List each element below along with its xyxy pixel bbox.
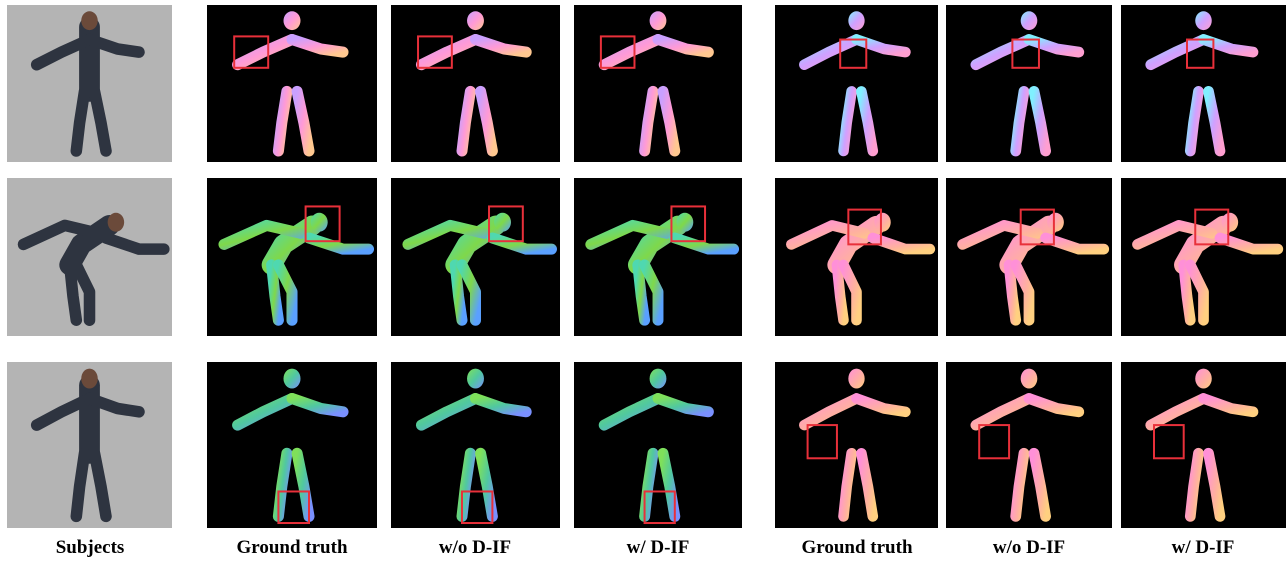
render-panel xyxy=(574,5,742,162)
caption: w/o D-IF xyxy=(439,537,511,558)
figure-head xyxy=(81,369,98,389)
render-panel xyxy=(775,362,938,528)
figure-head xyxy=(848,369,864,389)
render-panel xyxy=(207,178,377,336)
render-panel xyxy=(775,5,938,162)
render-panel xyxy=(1121,5,1286,162)
figure-head xyxy=(284,369,301,389)
figure-head xyxy=(467,11,484,30)
figure-head xyxy=(81,11,98,30)
figure-head xyxy=(676,213,693,232)
figure-head xyxy=(1021,11,1038,30)
figure-head xyxy=(650,369,667,389)
subject-photo xyxy=(7,178,172,336)
figure-head xyxy=(284,11,301,30)
figure-head xyxy=(650,11,667,30)
caption: w/ D-IF xyxy=(627,537,690,558)
caption: Ground truth xyxy=(236,537,347,558)
figure-head xyxy=(1047,213,1064,232)
subject-photo xyxy=(7,362,172,528)
render-panel xyxy=(946,362,1112,528)
figure-head xyxy=(874,213,890,232)
render-panel xyxy=(775,178,938,336)
caption: Subjects xyxy=(56,537,125,558)
figure-head xyxy=(1021,369,1038,389)
figure-head xyxy=(848,11,864,30)
render-panel xyxy=(574,178,742,336)
figure-head xyxy=(467,369,484,389)
render-panel xyxy=(391,178,560,336)
render-panel xyxy=(207,5,377,162)
render-panel xyxy=(1121,362,1286,528)
render-panel xyxy=(391,362,560,528)
panels xyxy=(7,5,1286,528)
figure: Subjects Ground truth w/o D-IF w/ D-IF G… xyxy=(0,0,1287,562)
figure-head xyxy=(1195,369,1212,389)
caption: w/o D-IF xyxy=(993,537,1065,558)
render-panel xyxy=(946,178,1112,336)
figure-head xyxy=(1222,213,1239,232)
render-panel xyxy=(391,5,560,162)
figure-head xyxy=(494,213,511,232)
render-panel xyxy=(946,5,1112,162)
caption: Ground truth xyxy=(801,537,912,558)
figure-head xyxy=(1195,11,1212,30)
figure-head xyxy=(311,213,328,232)
render-panel xyxy=(574,362,742,528)
render-panel xyxy=(1121,178,1286,336)
caption: w/ D-IF xyxy=(1172,537,1235,558)
subject-photo xyxy=(7,5,172,162)
figure-head xyxy=(108,213,125,232)
render-panel xyxy=(207,362,377,528)
